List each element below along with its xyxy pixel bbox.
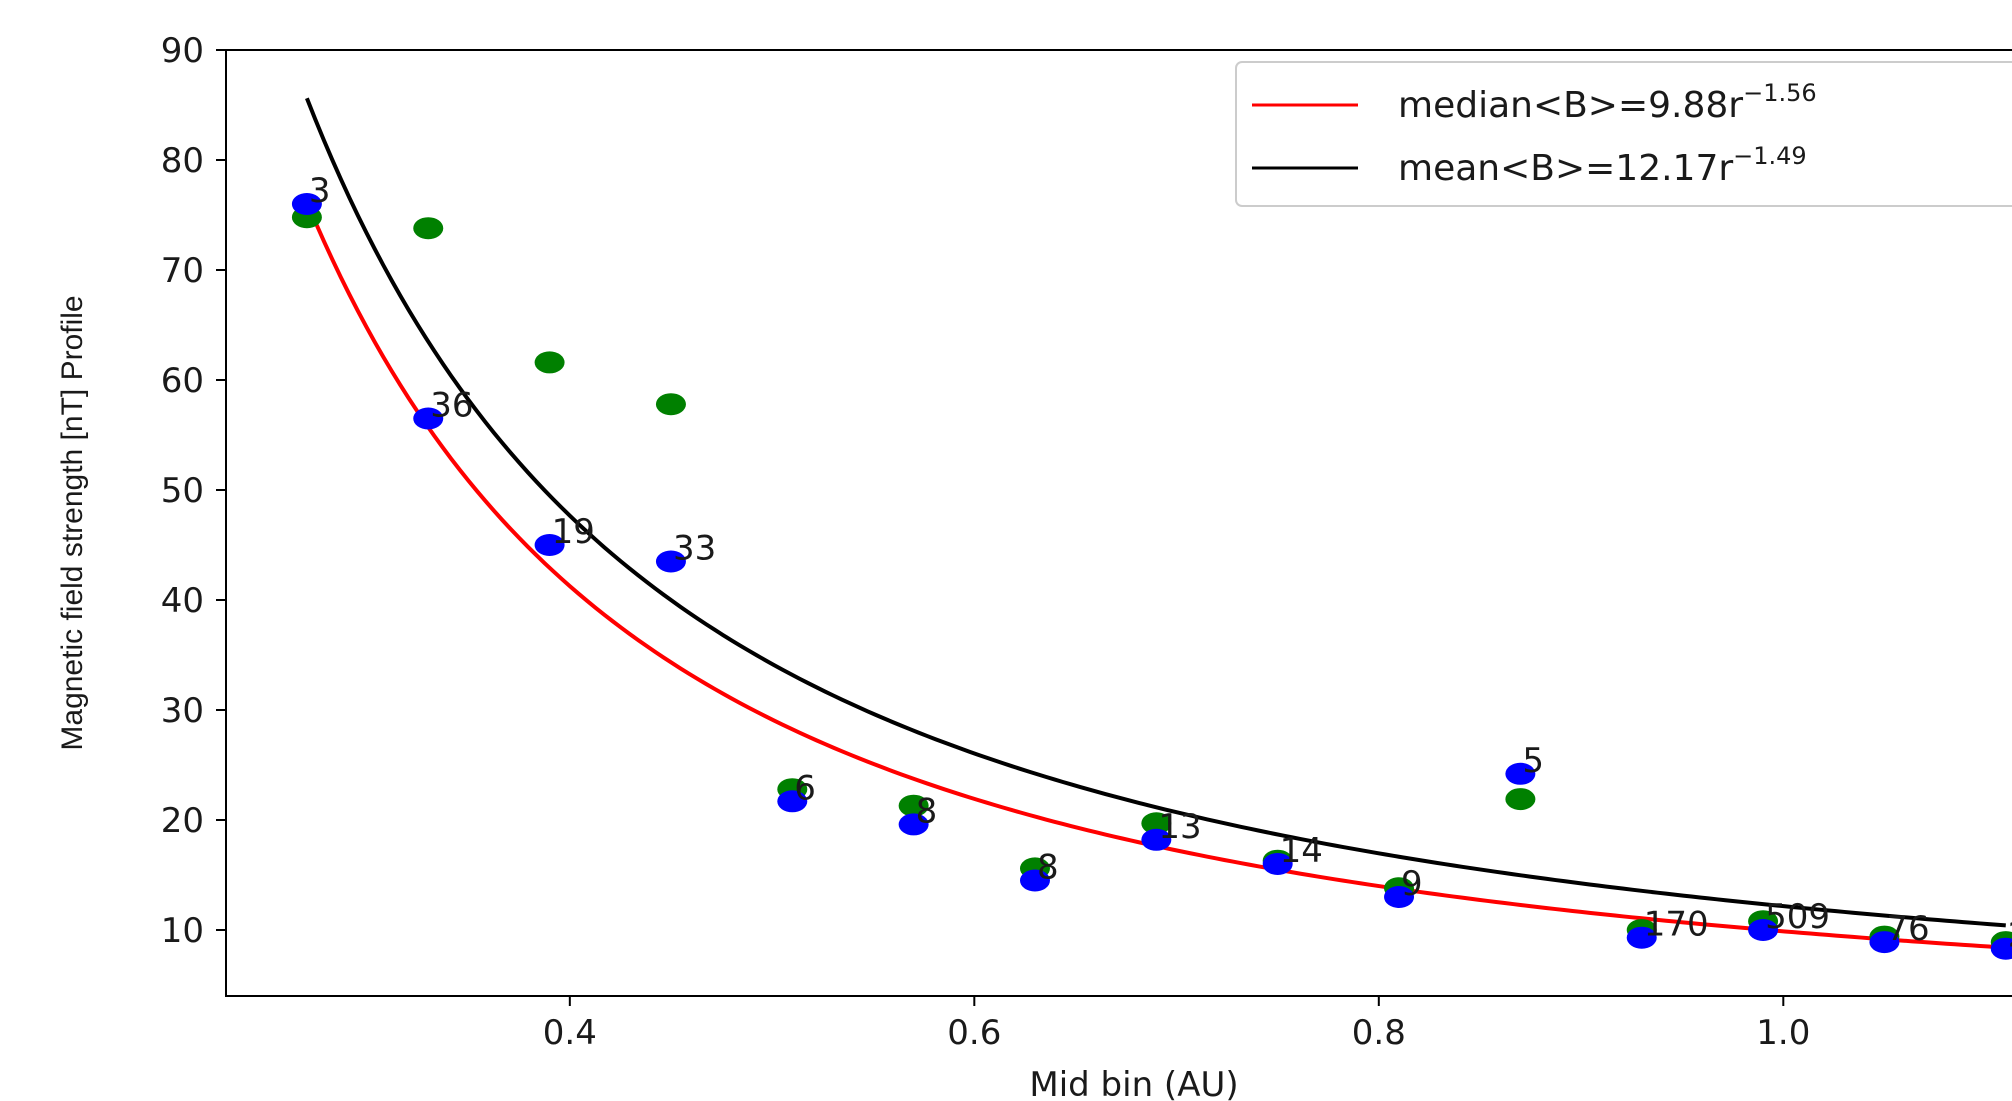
point-count-label: 8 (916, 791, 938, 831)
y-tick-label: 20 (161, 801, 204, 841)
legend-box (1235, 61, 2012, 207)
blue-point (655, 550, 686, 573)
legend-mean-text: mean<B>=12.17r (1398, 148, 1733, 189)
blue-point (534, 534, 565, 556)
y-tick-label: 40 (161, 581, 204, 621)
blue-point (413, 407, 444, 430)
blue-point (1505, 762, 1536, 785)
point-count-label: 19 (552, 512, 595, 552)
legend-mean-exponent: −1.49 (1733, 142, 1807, 170)
legend-label-mean: mean<B>=12.17r−1.49 (1398, 142, 1807, 189)
y-tick-label: 30 (161, 691, 204, 731)
point-count-label: 5 (1522, 741, 1544, 781)
legend-median-text: median<B>=9.88r (1398, 85, 1743, 126)
x-tick-label: 1.0 (1756, 1013, 1810, 1053)
y-axis-title: Magnetic field strength [nT] Profile (56, 295, 89, 750)
point-count-label: 13 (1158, 807, 1201, 847)
point-count-label: 36 (430, 386, 473, 426)
mean-fit-curve (305, 97, 2006, 928)
green-point (534, 351, 565, 374)
point-count-label: 76 (1886, 909, 1929, 949)
blue-point (1748, 919, 1779, 941)
point-count-label: 8 (1037, 848, 1059, 888)
y-tick-label: 80 (161, 141, 204, 181)
green-point (898, 794, 929, 817)
y-axis: 10 20 30 40 50 60 70 80 90 (161, 31, 226, 951)
green-point (655, 393, 686, 416)
legend: median<B>=9.88r−1.56 mean<B>=12.17r−1.49 (1235, 61, 2012, 207)
y-tick-label: 90 (161, 31, 204, 71)
blue-point (898, 813, 929, 836)
point-count-label: 509 (1765, 897, 1830, 937)
y-tick-label: 10 (161, 911, 204, 951)
point-count-label: 3 (309, 171, 331, 211)
point-count-label: 33 (673, 529, 716, 569)
blue-point (1019, 869, 1050, 892)
point-count-label: 9 (1401, 864, 1423, 904)
blue-point (1626, 926, 1657, 949)
point-count-labels: 33619336881314951705097629 (309, 171, 2012, 956)
point-count-label: 170 (1644, 905, 1709, 945)
x-axis-title: Mid bin (AU) (1029, 1065, 1238, 1101)
x-tick-label: 0.4 (543, 1013, 597, 1053)
blue-point (291, 193, 322, 215)
blue-point (1141, 828, 1172, 851)
green-point (1505, 788, 1536, 811)
point-count-label: 6 (794, 768, 816, 808)
blue-point (1262, 853, 1293, 875)
blue-point (1384, 886, 1415, 908)
y-tick-label: 50 (161, 471, 204, 511)
y-tick-label: 60 (161, 361, 204, 401)
green-point (413, 217, 444, 240)
x-tick-label: 0.8 (1352, 1013, 1406, 1053)
blue-series (291, 193, 2012, 960)
green-point (1141, 812, 1172, 835)
x-axis: 0.4 0.6 0.8 1.0 (543, 996, 1810, 1053)
y-tick-label: 70 (161, 251, 204, 291)
blue-point (1869, 931, 1900, 954)
blue-point (777, 790, 808, 813)
legend-label-median: median<B>=9.88r−1.56 (1398, 79, 1817, 126)
legend-median-exponent: −1.56 (1743, 79, 1817, 107)
x-tick-label: 0.6 (947, 1013, 1001, 1053)
blue-point (1990, 937, 2012, 960)
point-count-label: 14 (1280, 831, 1323, 871)
point-count-label: 29 (2008, 916, 2012, 956)
